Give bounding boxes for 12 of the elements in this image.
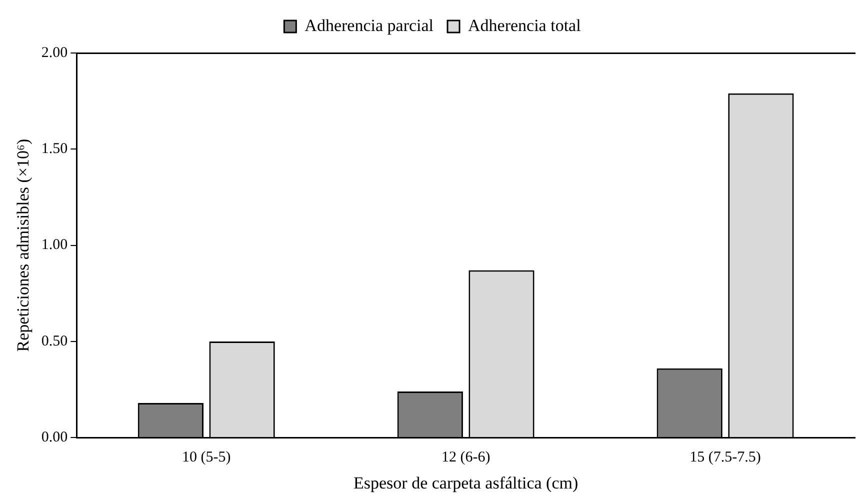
legend-label: Adherencia parcial [304, 16, 434, 35]
y-tick-label: 1.50 [41, 141, 68, 158]
y-axis-title: Repeticiones admisibles (×10⁶) [14, 138, 33, 352]
x-tick-label: 10 (5-5) [182, 450, 231, 466]
y-tick-label: 1.00 [41, 237, 68, 254]
y-tick-label: 0.50 [41, 333, 68, 350]
y-tick-label: 2.00 [41, 44, 68, 61]
y-tick-label: 0.00 [41, 430, 68, 446]
x-tick-label: 12 (6-6) [441, 450, 490, 466]
legend-label: Adherencia total [468, 16, 582, 35]
x-tick-label: 15 (7.5-7.5) [690, 450, 761, 466]
x-axis-title: Espesor de carpeta asfáltica (cm) [353, 473, 578, 492]
